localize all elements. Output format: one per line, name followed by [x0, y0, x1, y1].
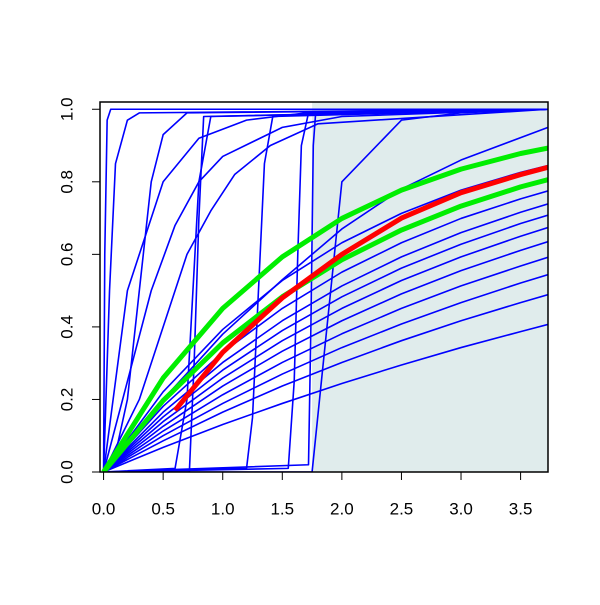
curve	[102, 108, 548, 472]
curve	[103, 323, 548, 472]
plot-area	[101, 102, 548, 472]
x-tick-label: 1.0	[211, 499, 235, 518]
curve	[103, 256, 548, 472]
y-tick-label: 1.0	[57, 97, 76, 121]
curve	[103, 240, 548, 472]
x-tick-label: 3.0	[449, 499, 473, 518]
curve	[173, 164, 548, 412]
plot-frame	[99, 101, 549, 473]
curve	[103, 108, 548, 472]
x-tick-label: 2.5	[390, 499, 414, 518]
curve	[103, 108, 548, 472]
curve	[103, 293, 548, 472]
y-tick-label: 0.2	[57, 388, 76, 412]
x-tick-label: 3.5	[509, 499, 533, 518]
y-tick-label: 0.4	[57, 315, 76, 339]
y-tick-label: 0.8	[57, 170, 76, 194]
curve	[103, 203, 548, 472]
curve	[101, 177, 548, 472]
curve	[103, 108, 548, 472]
curve	[103, 273, 548, 472]
curve	[102, 108, 548, 472]
curve	[102, 108, 548, 472]
x-tick-label: 1.5	[270, 499, 294, 518]
x-tick-label: 0.5	[151, 499, 175, 518]
x-tick-label: 2.0	[330, 499, 354, 518]
curve	[101, 145, 548, 472]
y-tick-label: 0.6	[57, 243, 76, 267]
curve	[102, 190, 548, 472]
curve	[103, 108, 548, 472]
x-tick-label: 0.0	[92, 499, 116, 518]
curve	[103, 226, 548, 472]
y-tick-label: 0.0	[57, 460, 76, 484]
